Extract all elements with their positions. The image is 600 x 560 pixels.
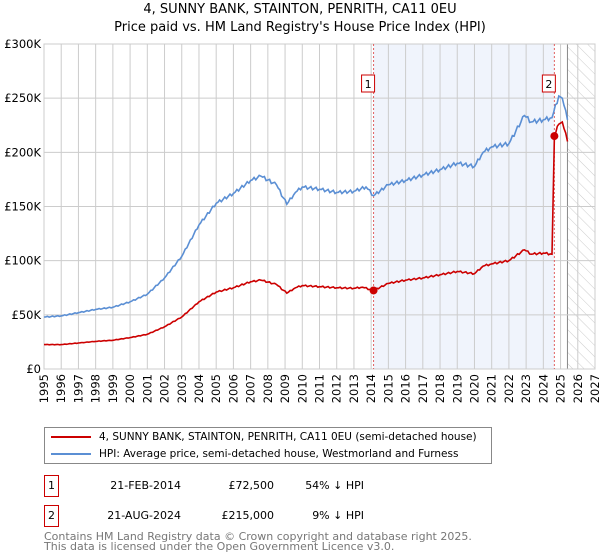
x-tick-label: 2011: [313, 374, 327, 403]
x-tick-label: 2013: [347, 374, 361, 403]
x-tick-label: 2009: [278, 374, 292, 403]
transaction-row: 2 21-AUG-2024 £215,000 9% ↓ HPI: [44, 505, 600, 527]
x-tick-label: 2010: [295, 374, 309, 403]
transaction-date: 21-FEB-2014: [110, 479, 181, 492]
x-tick-label: 1998: [89, 374, 103, 403]
x-tick-label: 2014: [364, 374, 378, 403]
annotation-label: 2: [545, 78, 552, 91]
x-tick-label: 2001: [140, 374, 154, 403]
x-tick-label: 2022: [502, 374, 516, 403]
annotation-box: [361, 74, 376, 93]
x-tick-label: 1997: [71, 374, 85, 403]
x-tick-label: 2018: [433, 374, 447, 403]
annotation-label: 1: [365, 78, 372, 91]
x-tick-label: 2008: [261, 374, 275, 403]
y-tick-label: £150K: [4, 200, 41, 214]
x-tick-label: 2017: [416, 374, 430, 403]
x-tick-label: 2000: [123, 374, 137, 403]
x-tick-label: 2005: [209, 374, 223, 403]
x-tick-label: 2021: [485, 374, 499, 403]
annotation-box: [541, 74, 556, 93]
series-line: [43, 94, 569, 318]
y-tick-label: £200K: [4, 145, 41, 159]
chart-title: 4, SUNNY BANK, STAINTON, PENRITH, CA11 0…: [143, 2, 457, 17]
x-tick-label: 2012: [330, 374, 344, 403]
transaction-marker: 2: [44, 505, 59, 527]
x-tick-label: 2015: [381, 374, 395, 403]
transaction-price: £72,500: [228, 479, 275, 492]
x-tick-label: 2027: [588, 374, 600, 403]
x-tick-label: 2020: [467, 374, 481, 403]
x-tick-label: 1995: [37, 374, 51, 403]
x-tick-label: 2019: [450, 374, 464, 403]
transaction-date: 21-AUG-2024: [107, 509, 181, 522]
plot-area: 1995 1996 1997 1998 1999 2000 2001 2002 2003 2004…: [4, 37, 600, 403]
legend-label: HPI: Average price, semi-detached house,…: [99, 448, 459, 460]
transaction-hpi: 9% ↓ HPI: [312, 509, 364, 522]
x-tick-label: 2003: [175, 374, 189, 403]
legend: 4, SUNNY BANK, STAINTON, PENRITH, CA11 0…: [44, 427, 492, 464]
legend-swatch: [51, 436, 91, 438]
transaction-hpi: 54% ↓ HPI: [305, 479, 364, 492]
x-tick-label: 2025: [554, 374, 568, 403]
x-tick-label: 1996: [54, 374, 68, 403]
plot-border: [43, 43, 596, 370]
legend-label: 4, SUNNY BANK, STAINTON, PENRITH, CA11 0…: [99, 431, 477, 443]
footer-line: Contains HM Land Registry data © Crown c…: [44, 530, 472, 543]
x-tick-label: 2002: [158, 374, 172, 403]
chart-subtitle: Price paid vs. HM Land Registry's House …: [114, 20, 486, 35]
y-tick-label: £300K: [4, 37, 41, 51]
x-tick-label: 1999: [106, 374, 120, 403]
sale-point: [369, 286, 378, 295]
y-tick-label: £100K: [4, 254, 41, 268]
x-tick-label: 2016: [399, 374, 413, 403]
x-tick-label: 2024: [536, 374, 550, 403]
series-line: [44, 120, 569, 346]
transaction-price: £215,000: [221, 509, 275, 522]
transaction-row: 1 21-FEB-2014 £72,500 54% ↓ HPI: [44, 475, 600, 497]
x-tick-label: 2026: [571, 374, 585, 403]
transaction-marker: 1: [44, 475, 59, 497]
footer-line: This data is licensed under the Open Gov…: [44, 540, 395, 553]
x-tick-label: 2004: [192, 374, 206, 403]
x-tick-label: 2023: [519, 374, 533, 403]
footer: Contains HM Land Registry data © Crown c…: [44, 530, 472, 553]
y-tick-label: £0: [26, 362, 41, 376]
y-tick-label: £250K: [4, 91, 41, 105]
legend-swatch: [51, 453, 91, 455]
x-tick-label: 2007: [244, 374, 258, 403]
sale-point: [550, 132, 559, 141]
x-tick-label: 2006: [226, 374, 240, 403]
y-tick-label: £50K: [12, 308, 42, 322]
